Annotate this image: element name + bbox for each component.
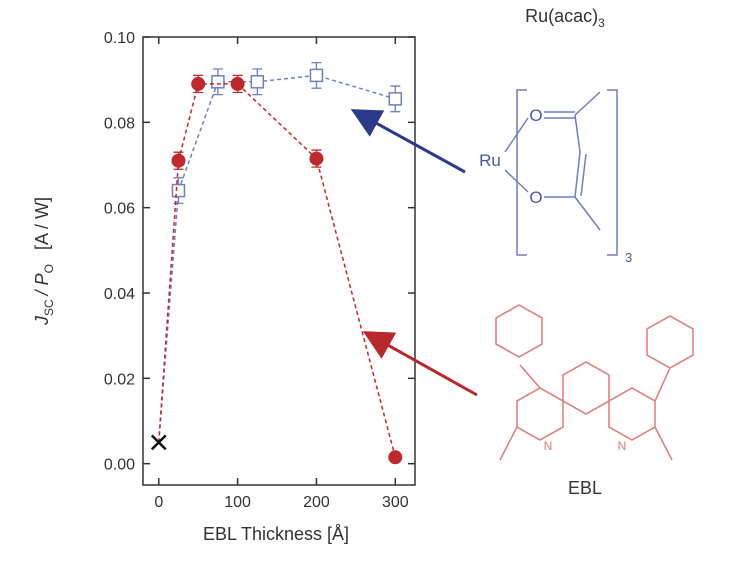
- arrow: [362, 331, 478, 397]
- y-label-part: O: [42, 264, 56, 273]
- point: [309, 151, 324, 166]
- point: [388, 92, 403, 106]
- point: [388, 450, 403, 465]
- plot: 0.00 0.02 0.04 0.06 0.08 0.10 0 100 200 300: [104, 30, 415, 511]
- y-axis-label: JSC / PO [A / W]: [32, 197, 56, 326]
- subscript: 3: [625, 250, 632, 265]
- y-tick-label: 0.10: [104, 30, 135, 47]
- ru-acac-structure: [504, 89, 618, 256]
- y-tick-label: 0.02: [104, 371, 135, 388]
- y-tick-label: 0.04: [104, 286, 135, 303]
- atom-label: Ru: [479, 151, 501, 170]
- fit-connector: [158, 160, 180, 443]
- x-tick-label: 0: [154, 494, 163, 511]
- arrow: [350, 109, 466, 174]
- molecule-label: EBL: [568, 478, 602, 498]
- y-label-part: / P: [32, 273, 52, 297]
- atom-label: O: [529, 188, 542, 207]
- x-tick-label: 100: [224, 494, 251, 511]
- fit-line: [177, 83, 397, 458]
- fit-line: [177, 74, 396, 191]
- y-label-part: J: [32, 315, 52, 326]
- y-tick-label: 0.06: [104, 201, 135, 218]
- point: [171, 183, 186, 198]
- point: [191, 76, 206, 91]
- y-tick-label: 0.08: [104, 115, 135, 132]
- x-tick-label: 300: [382, 494, 409, 511]
- x-tick-label: 200: [303, 494, 330, 511]
- point: [171, 153, 186, 168]
- title-part: 3: [598, 16, 605, 30]
- ebl-structure: [495, 304, 694, 461]
- point: [250, 75, 265, 89]
- atom-label: N: [618, 439, 627, 453]
- title-part: Ru(acac): [525, 6, 598, 26]
- atom-label: O: [529, 106, 542, 125]
- y-label-part: [A / W]: [32, 197, 52, 250]
- atom-label: N: [544, 439, 553, 453]
- point: [211, 75, 225, 89]
- y-tick-label: 0.00: [104, 457, 135, 474]
- molecule-title: Ru(acac)3: [525, 6, 605, 30]
- point: [309, 68, 324, 83]
- x-axis-label: EBL Thickness [Å]: [203, 524, 349, 544]
- y-label-part: SC: [42, 299, 56, 316]
- reference-point: [150, 434, 167, 451]
- plot-frame: [142, 36, 416, 486]
- point: [230, 76, 245, 91]
